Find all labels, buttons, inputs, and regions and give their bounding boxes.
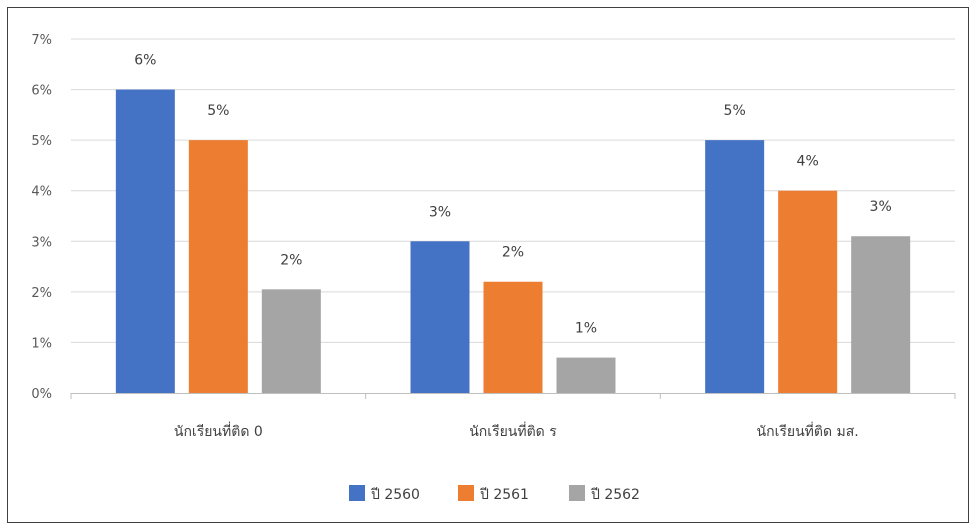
y-tick-label: 5% <box>31 134 52 149</box>
bars <box>115 89 911 394</box>
bar <box>188 140 248 393</box>
bar <box>261 289 321 393</box>
data-label: 6% <box>134 53 156 69</box>
y-tick-label: 1% <box>31 336 52 351</box>
category-label: นักเรียนที่ติด มส. <box>757 422 859 440</box>
bar <box>410 241 470 393</box>
data-labels: 6% 5% 2% 3% 2% 1% 5% 4% 3% <box>134 53 892 337</box>
legend: ปี 2560 ปี 2561 ปี 2562 <box>349 485 640 503</box>
category-label: นักเรียนที่ติด 0 <box>174 422 263 440</box>
data-label: 4% <box>797 154 819 170</box>
legend-swatch <box>569 485 585 501</box>
bar <box>851 236 911 393</box>
data-label: 2% <box>280 252 302 268</box>
data-label: 1% <box>575 321 597 337</box>
data-label: 3% <box>429 204 451 220</box>
data-label: 2% <box>502 245 524 261</box>
bar <box>778 190 838 393</box>
y-tick-label: 6% <box>31 84 52 99</box>
legend-label: ปี 2561 <box>480 487 529 503</box>
y-tick-label: 7% <box>31 33 52 48</box>
bar <box>115 89 175 394</box>
legend-swatch <box>458 485 474 501</box>
category-label: นักเรียนที่ติด ร <box>469 422 557 440</box>
legend-label: ปี 2560 <box>371 487 420 503</box>
data-label: 5% <box>207 103 229 119</box>
legend-swatch <box>349 485 365 501</box>
bar <box>705 140 765 393</box>
x-axis <box>70 393 956 399</box>
y-tick-label: 2% <box>31 286 52 301</box>
category-labels: นักเรียนที่ติด 0 นักเรียนที่ติด ร นักเรียน… <box>174 422 859 440</box>
y-axis-tick-labels: 0% 1% 2% 3% 4% 5% 6% 7% <box>31 33 52 402</box>
bar <box>483 281 543 393</box>
y-tick-label: 3% <box>31 235 52 250</box>
legend-label: ปี 2562 <box>591 487 640 503</box>
data-label: 5% <box>724 103 746 119</box>
bar <box>556 357 616 393</box>
y-tick-label: 4% <box>31 185 52 200</box>
data-label: 3% <box>870 199 892 215</box>
y-tick-label: 0% <box>31 387 52 402</box>
